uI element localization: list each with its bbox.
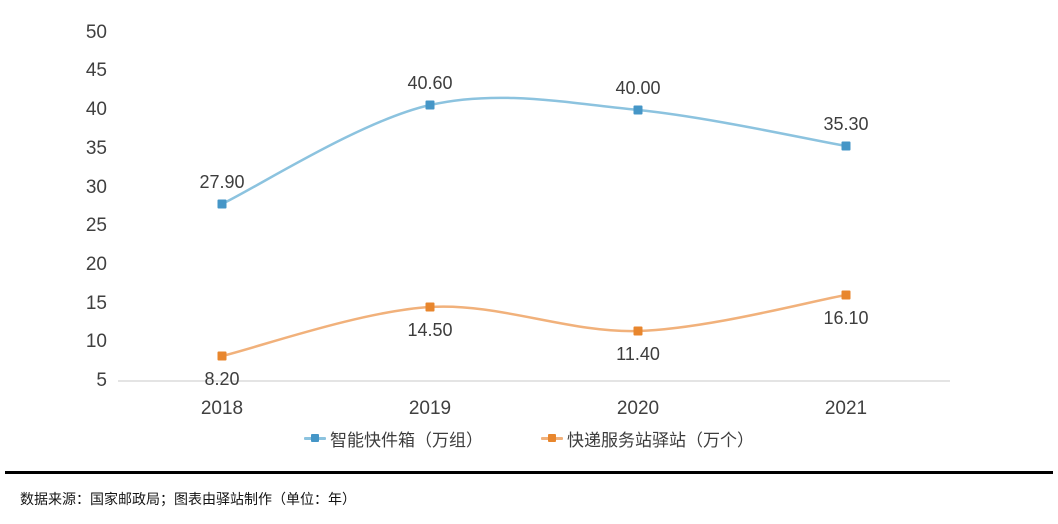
- data-label: 16.10: [823, 308, 869, 328]
- y-tick-label: 10: [85, 331, 107, 352]
- legend-line-marker-icon: [304, 433, 326, 442]
- y-tick-label: 25: [85, 215, 107, 236]
- x-category-label: 2020: [616, 398, 660, 419]
- data-label: 8.20: [204, 369, 240, 389]
- chart-legend: 智能快件箱（万组） 快递服务站驿站（万个）: [0, 424, 1058, 452]
- data-point-marker[interactable]: [217, 199, 227, 209]
- legend-label: 智能快件箱（万组）: [330, 430, 483, 450]
- data-point-marker[interactable]: [633, 105, 643, 115]
- data-point-marker[interactable]: [841, 290, 851, 300]
- x-category-label: 2019: [408, 398, 452, 419]
- data-point-marker[interactable]: [425, 302, 435, 312]
- series-line-0: [221, 96, 847, 206]
- y-tick-label: 5: [96, 370, 107, 391]
- series-line-1: [221, 293, 847, 358]
- x-category-label: 2021: [824, 398, 868, 419]
- y-tick-label: 50: [85, 22, 107, 43]
- data-point-marker[interactable]: [425, 100, 435, 110]
- data-point-marker[interactable]: [633, 326, 643, 336]
- data-label: 14.50: [407, 320, 453, 340]
- x-category-label: 2018: [200, 398, 244, 419]
- y-tick-label: 35: [85, 138, 107, 159]
- data-label: 11.40: [616, 344, 660, 364]
- chart-canvas: [118, 96, 950, 382]
- footer-divider: [5, 471, 1053, 474]
- legend-line-marker-icon: [541, 433, 563, 442]
- y-tick-label: 30: [85, 177, 107, 198]
- y-tick-label: 40: [85, 99, 107, 120]
- y-tick-label: 15: [85, 293, 107, 314]
- source-note: 数据来源：国家邮政局；图表由驿站制作（单位：年）: [20, 491, 356, 507]
- plot-area: 50 45 40 35 30 25 20 15 10 5 2018 2019 2020 2021 27.…: [85, 22, 950, 419]
- data-label: 40.00: [615, 78, 661, 98]
- data-point-marker[interactable]: [217, 351, 227, 361]
- y-tick-label: 20: [85, 254, 107, 275]
- data-label: 40.60: [407, 73, 453, 93]
- legend-item-service-stations[interactable]: 快递服务站驿站（万个）: [541, 426, 754, 451]
- data-label: 35.30: [823, 114, 869, 134]
- y-tick-label: 45: [85, 60, 107, 81]
- data-point-marker[interactable]: [841, 141, 851, 151]
- legend-label: 快递服务站驿站（万个）: [567, 430, 754, 450]
- data-label: 27.90: [199, 172, 245, 192]
- legend-item-smart-lockers[interactable]: 智能快件箱（万组）: [304, 426, 483, 451]
